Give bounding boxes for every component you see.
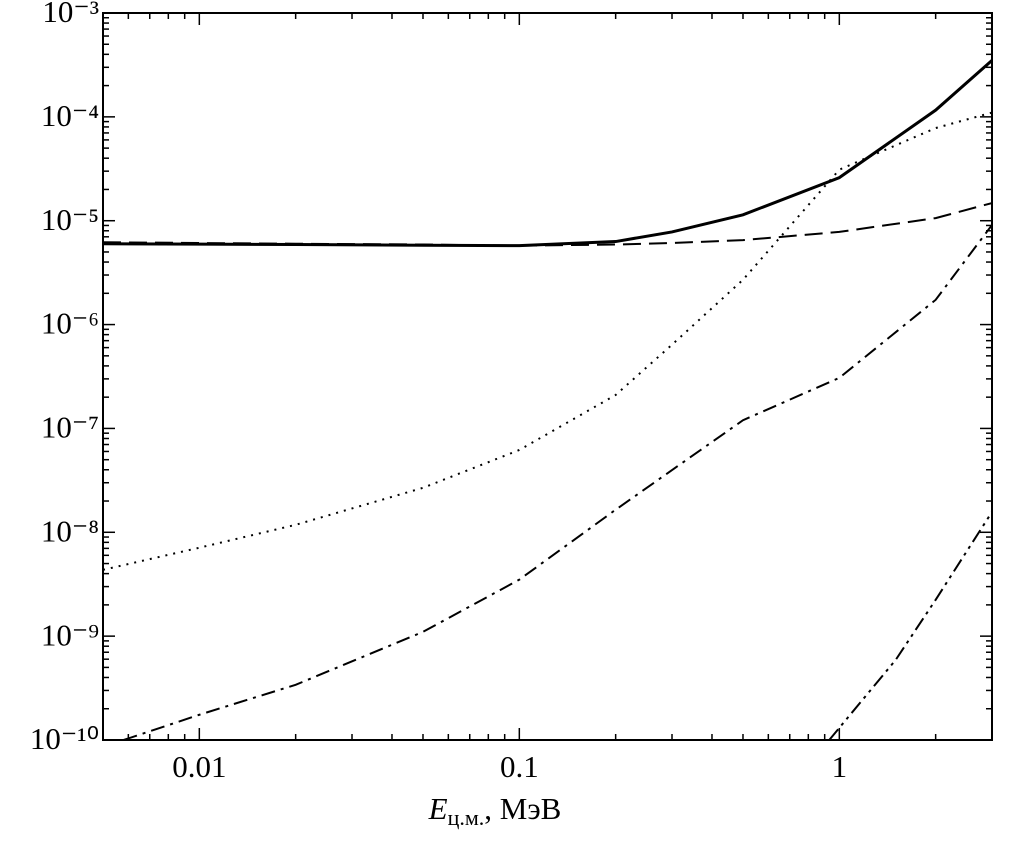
y-tick-label: 10⁻³ <box>42 0 99 29</box>
y-tick-label: 10⁻¹⁰ <box>30 721 99 756</box>
x-tick-label: 0.01 <box>172 749 226 784</box>
x-axis-subscript: ц.м. <box>448 805 485 830</box>
x-tick-label: 1 <box>832 749 848 784</box>
x-tick-label: 0.1 <box>500 749 539 784</box>
y-tick-label: 10⁻⁵ <box>41 202 99 237</box>
x-axis-symbol: E <box>428 791 448 826</box>
x-axis-unit: , МэВ <box>484 791 561 826</box>
series-line <box>103 111 992 571</box>
y-tick-label: 10⁻⁴ <box>41 98 99 133</box>
y-tick-label: 10⁻⁸ <box>41 513 99 548</box>
plot-frame <box>102 12 993 741</box>
series-line <box>103 202 992 247</box>
series-line <box>103 59 992 248</box>
y-tick-label: 10⁻⁶ <box>41 306 99 341</box>
y-tick-label: 10⁻⁷ <box>41 410 99 445</box>
series-line <box>123 224 992 740</box>
y-tick-label: 10⁻⁹ <box>41 617 99 652</box>
series-line <box>828 511 992 740</box>
x-axis-label: Eц.м., МэВ <box>428 791 562 830</box>
